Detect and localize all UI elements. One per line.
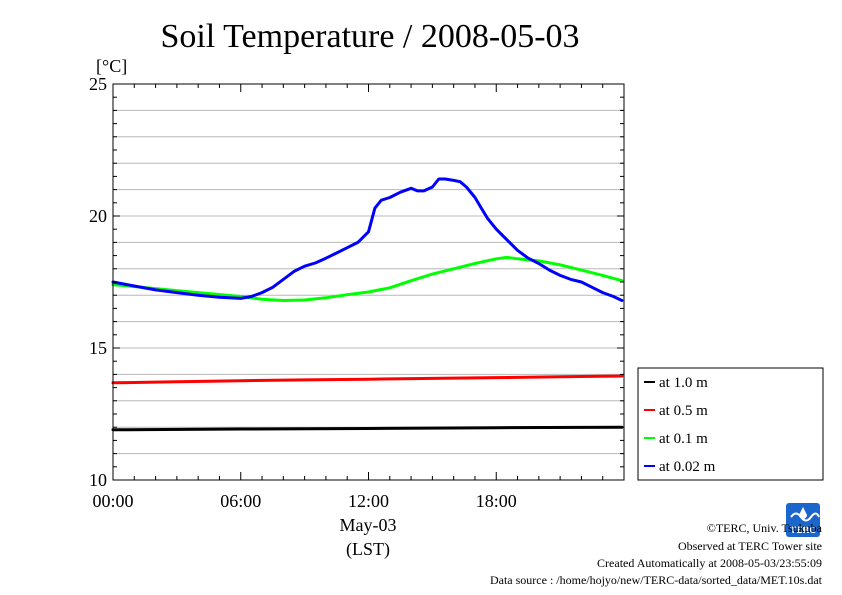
y-tick-label: 15 <box>89 338 107 358</box>
data-source-text: Data source : /home/hojyo/new/TERC-data/… <box>490 573 823 587</box>
copyright-text: ©TERC, Univ. Tsukuba <box>707 521 823 535</box>
legend-label-at-1-0-m: at 1.0 m <box>659 375 708 391</box>
axes: 10 15 20 25 00:00 06:00 12:00 18:00 <box>89 74 625 511</box>
chart-title: Soil Temperature / 2008-05-03 <box>160 18 579 55</box>
x-tick-label: 06:00 <box>220 491 261 511</box>
legend: at 1.0 m at 0.5 m at 0.1 m at 0.02 m <box>637 367 824 481</box>
observed-text: Observed at TERC Tower site <box>678 539 822 553</box>
plot-area-frame <box>112 83 625 481</box>
series-line-at-1-0-m <box>111 425 624 432</box>
legend-box <box>637 367 824 481</box>
y-tick-label: 25 <box>89 74 107 94</box>
logo-text: TERC <box>790 526 816 536</box>
logo-drop-icon <box>799 507 807 519</box>
legend-label-at-0-5-m: at 0.5 m <box>659 403 708 419</box>
grid-lines <box>113 109 624 455</box>
series-layer <box>111 177 624 432</box>
legend-label-at-0-1-m: at 0.1 m <box>659 431 708 447</box>
series-line-at-0-5-m <box>111 374 624 385</box>
series-line-at-0-02-m <box>111 177 624 302</box>
y-axis-label: [°C] <box>96 56 127 76</box>
y-tick-label: 10 <box>89 470 107 490</box>
legend-label-at-0-02-m: at 0.02 m <box>659 459 716 475</box>
x-axis-unit-label: (LST) <box>346 539 390 560</box>
x-tick-label: 12:00 <box>348 491 389 511</box>
y-tick-label: 20 <box>89 206 107 226</box>
series-line-at-0-1-m <box>111 255 624 302</box>
terc-logo: TERC <box>786 503 820 537</box>
created-text: Created Automatically at 2008-05-03/23:5… <box>597 556 822 570</box>
x-tick-label: 18:00 <box>476 491 517 511</box>
x-tick-label: 00:00 <box>92 491 133 511</box>
x-axis-date-label: May-03 <box>340 515 397 535</box>
logo-wave-icon <box>790 512 820 522</box>
